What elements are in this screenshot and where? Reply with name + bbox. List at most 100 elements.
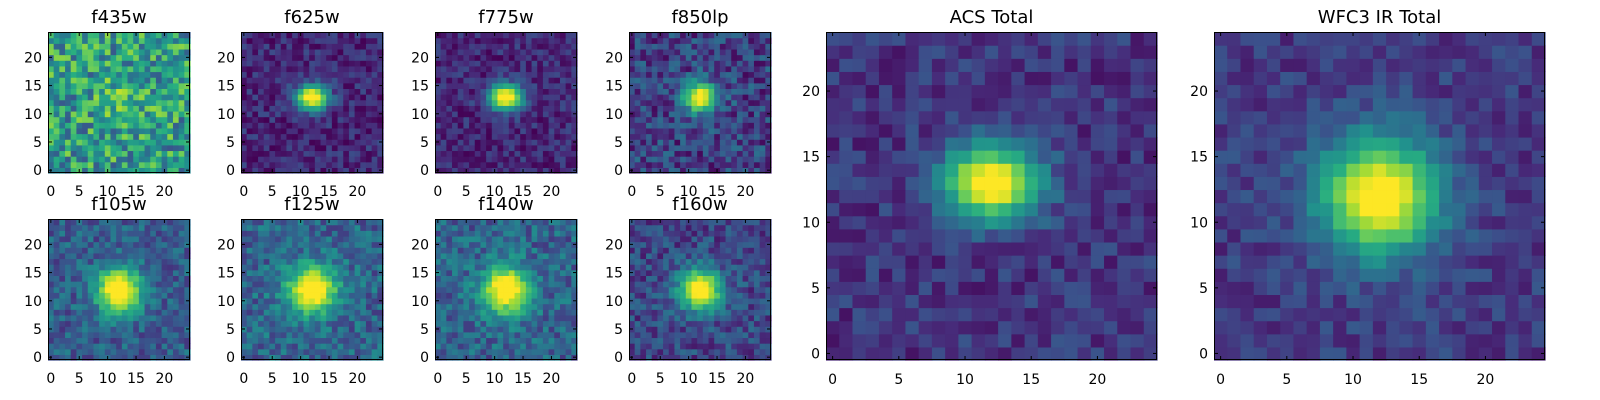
pixel-cell [759,156,766,163]
pixel-cell [343,48,350,56]
pixel-cell [133,258,140,265]
pixel-cell [634,105,641,112]
pixel-cell [241,94,248,101]
pixel-cell [554,94,561,101]
pixel-cell [452,320,459,327]
pixel-cell [452,343,459,350]
pixel-cell [59,54,66,61]
pixel-cell [680,297,687,305]
pixel-cell [651,105,658,112]
pixel-cell [178,122,185,129]
pixel-cell [110,292,117,299]
pixel-cell [292,77,299,84]
pixel-cell [365,309,373,316]
pixel-cell [178,48,185,56]
pixel-cell [435,343,442,350]
pixel-cell [486,127,493,135]
pixel-cell [542,32,550,39]
pixel-cell [457,94,464,101]
pixel-cell [457,167,464,174]
pixel-cell [252,275,259,282]
pixel-cell [668,354,676,361]
pixel-cell [297,110,305,118]
pixel-cell [486,281,493,288]
pixel-cell [76,37,83,44]
pixel-cell [65,241,72,248]
pixel-cell [714,337,721,344]
pixel-cell [252,343,259,350]
pixel-cell [440,127,447,135]
pixel-cell [371,224,378,231]
pixel-cell [559,343,567,350]
pixel-cell [53,309,60,316]
pixel-cell [559,77,567,84]
pixel-cell [657,122,664,129]
pixel-cell [680,167,687,174]
pixel-cell [480,247,487,254]
pixel-cell [565,54,572,61]
pixel-cell [331,303,339,310]
pixel-cell [629,133,636,140]
pixel-cell [252,235,259,243]
pixel-cell [680,348,687,355]
pixel-cell [457,133,464,140]
pixel-cell [53,167,60,174]
y-tick-label: 10 [217,107,235,123]
pixel-cell [48,94,55,101]
pixel-cell [93,292,100,299]
pixel-cell [565,32,572,39]
pixel-cell [759,275,766,282]
pixel-cell [440,343,447,350]
pixel-cell [354,230,361,237]
pixel-cell [759,139,766,146]
pixel-cell [161,37,168,44]
pixel-cell [93,219,100,226]
pixel-cell [691,286,698,293]
pixel-cell [93,275,100,282]
pixel-cell [246,43,253,50]
pixel-cell [53,110,60,118]
pixel-cell [360,219,367,226]
pixel-cell [680,161,687,168]
pixel-cell [263,224,270,231]
pixel-cell [116,241,123,248]
pixel-cell [474,337,482,344]
pixel-cell [65,252,72,260]
pixel-cell [326,320,333,327]
pixel-cell [497,161,504,168]
pixel-cell [354,235,361,243]
pixel-cell [337,150,344,157]
pixel-cell [99,54,106,61]
pixel-cell [161,235,168,243]
pixel-cell [48,343,55,350]
pixel-cell [457,230,464,237]
pixel-cell [133,99,140,106]
pixel-cell [258,88,265,95]
pixel-cell [59,88,66,95]
pixel-cell [59,122,66,129]
pixel-cell [292,150,299,157]
pixel-cell [144,88,151,95]
panel-f775w: f775w 0 5 10 15 20 0 5 10 15 20 [411,8,578,200]
pixel-cell [53,320,60,327]
pixel-cell [116,337,123,344]
pixel-grid [435,219,578,361]
pixel-cell [258,241,265,248]
pixel-cell [331,161,339,168]
pixel-cell [736,326,744,333]
pixel-cell [446,337,453,344]
pixel-cell [491,94,499,101]
pixel-cell [263,43,270,50]
pixel-cell [269,258,276,265]
pixel-cell [99,297,106,305]
pixel-cell [674,320,681,327]
pixel-cell [525,150,533,157]
pixel-cell [748,281,755,288]
pixel-cell [331,292,339,299]
pixel-cell [497,224,504,231]
pixel-cell [269,116,276,123]
pixel-cell [697,275,704,282]
pixel-cell [559,99,567,106]
pixel-cell [297,54,305,61]
